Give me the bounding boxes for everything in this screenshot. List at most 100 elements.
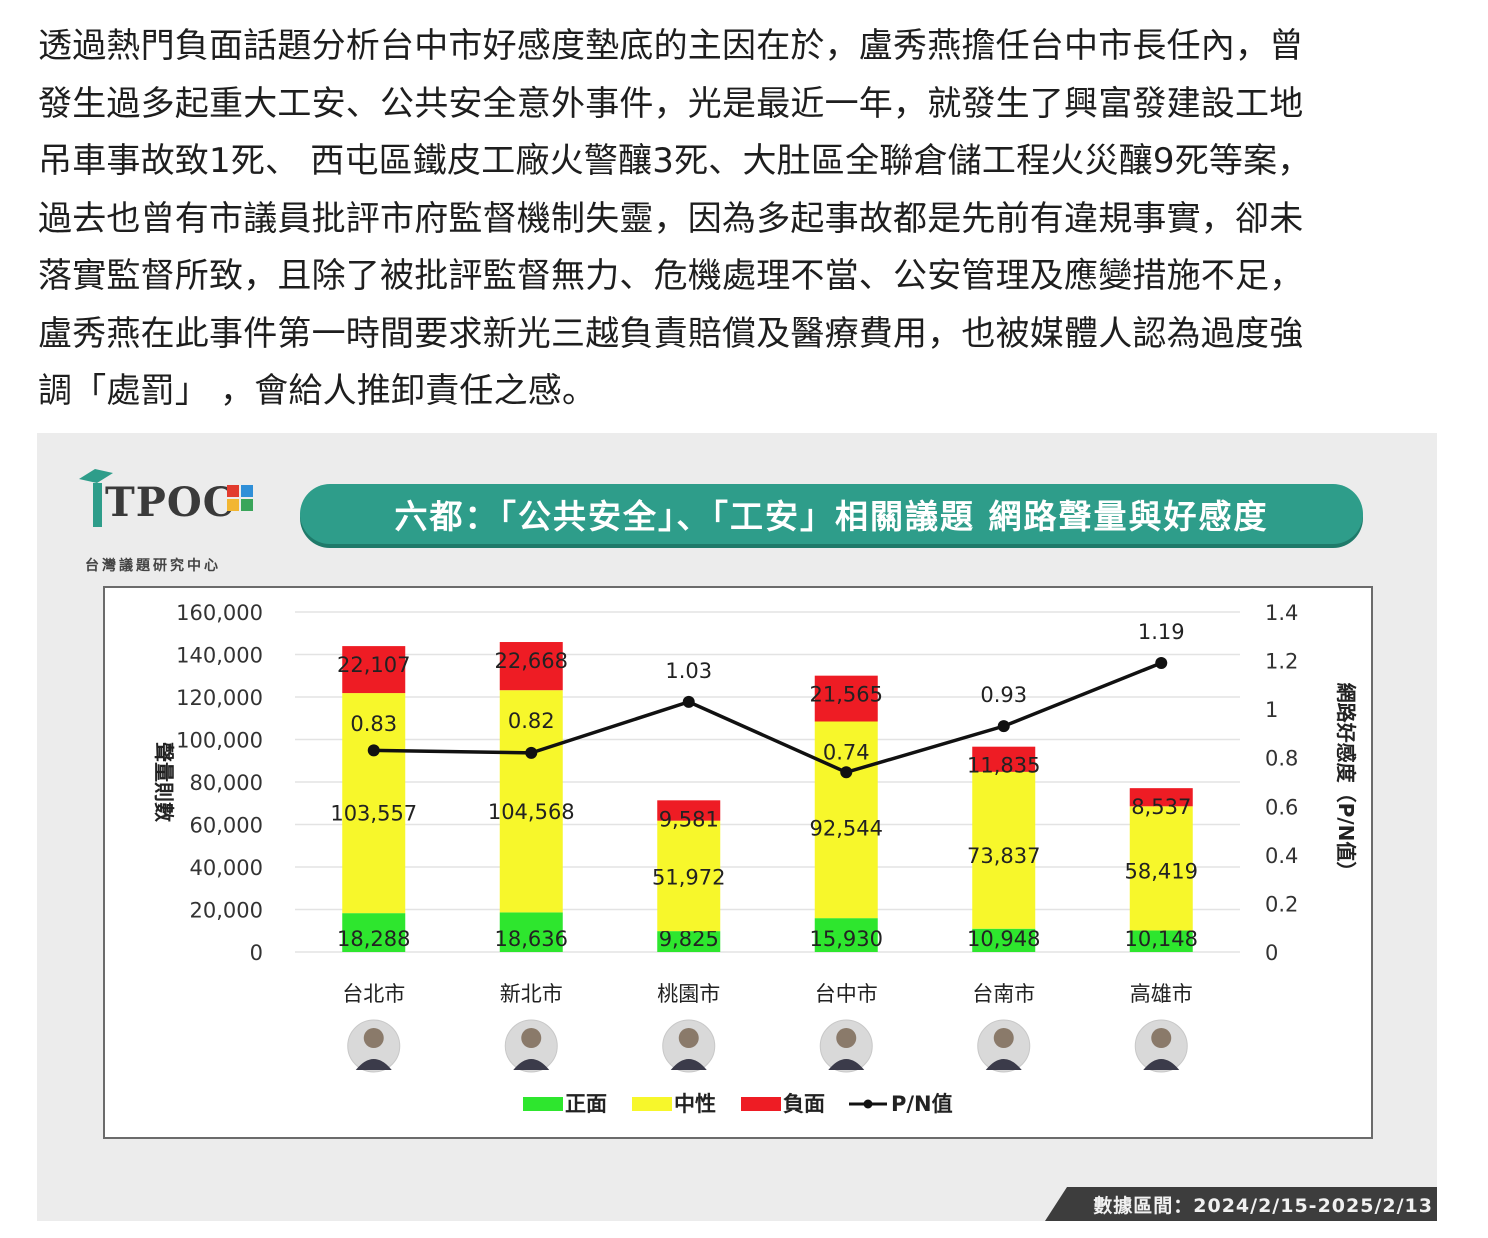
pn-point — [682, 695, 695, 708]
bar-negative — [499, 642, 563, 691]
data-label-positive: 10,948 — [967, 927, 1040, 951]
bar-neutral — [972, 771, 1036, 929]
bar-positive — [972, 928, 1036, 952]
x-tick-label: 高雄市 — [1130, 982, 1193, 1006]
y-tick-label: 40,000 — [190, 856, 263, 880]
y2-tick-label: 1 — [1265, 698, 1278, 722]
data-label-negative: 9,581 — [659, 807, 719, 831]
pn-series-line — [373, 661, 1162, 775]
article-line: 透過熱門負面話題分析台中市好感度墊底的主因在於，盧秀燕擔任台中市長任內，曾 — [38, 26, 1304, 66]
bar-negative — [814, 675, 878, 722]
tpoc-logo-mark — [79, 469, 113, 527]
legend-label: 中性 — [674, 1092, 716, 1116]
data-label-negative: 21,565 — [810, 683, 883, 707]
y2-tick-label: 1.2 — [1265, 650, 1298, 674]
avatar-shoulders — [1143, 1059, 1180, 1070]
avatar-head — [1151, 1028, 1172, 1048]
y-tick-label: 160,000 — [176, 601, 263, 625]
legend-label: 正面 — [565, 1092, 607, 1116]
data-label-negative: 8,537 — [1131, 795, 1191, 819]
avatar-head — [993, 1028, 1014, 1048]
bar-positive — [499, 912, 563, 952]
y2-tick-label: 0 — [1265, 941, 1278, 965]
bar-positive — [657, 931, 721, 952]
x-tick-label: 台北市 — [342, 982, 405, 1006]
bar-negative — [1129, 788, 1193, 807]
y-tick-label: 120,000 — [176, 686, 263, 710]
avatar-head — [678, 1028, 699, 1048]
avatar-head — [521, 1028, 542, 1048]
pn-data-label: 0.82 — [508, 709, 555, 733]
tpoc-logo: TPOC 台灣議題研究中心 — [75, 461, 265, 574]
y-tick-label: 100,000 — [176, 729, 263, 753]
data-label-positive: 18,636 — [495, 927, 568, 951]
avatar-head — [363, 1028, 384, 1048]
pn-point — [840, 766, 853, 779]
data-label-negative: 22,668 — [495, 649, 568, 673]
bar-neutral — [1129, 806, 1193, 931]
bar-negative — [972, 746, 1036, 772]
legend-swatch — [523, 1097, 563, 1111]
avatar-shoulders — [985, 1059, 1022, 1070]
pn-data-label: 0.93 — [980, 683, 1027, 707]
x-tick-label: 新北市 — [500, 982, 563, 1006]
y-tick-label: 80,000 — [190, 771, 263, 795]
data-label-neutral: 103,557 — [330, 802, 417, 826]
bar-neutral — [342, 693, 406, 914]
y-tick-label: 140,000 — [176, 644, 263, 668]
bar-positive — [342, 913, 406, 952]
legend-label: P/N值 — [891, 1092, 953, 1116]
legend-line-marker — [863, 1099, 873, 1109]
pn-data-label: 0.83 — [350, 712, 397, 736]
article-line: 調「處罰」 ，會給人推卸責任之感。 — [38, 371, 597, 411]
data-label-negative: 22,107 — [337, 653, 410, 677]
pn-data-label: 1.03 — [665, 659, 712, 683]
data-label-neutral: 73,837 — [967, 844, 1040, 868]
avatar-shoulders — [670, 1059, 707, 1070]
avatar-head — [836, 1028, 857, 1048]
logo-subtitle: 台灣議題研究中心 — [85, 558, 221, 574]
data-label-positive: 18,288 — [337, 927, 410, 951]
article-body: 透過熱門負面話題分析台中市好感度墊底的主因在於，盧秀燕擔任台中市長任內，曾 發生… — [38, 18, 1448, 421]
bar-neutral — [814, 721, 878, 919]
bar-positive — [1129, 930, 1193, 952]
pn-data-label: 1.19 — [1138, 620, 1185, 644]
chart-svg: 0 20,000 40,000 60,000 80,000 100,000 120,000 1… — [152, 601, 1358, 1116]
pn-point — [525, 746, 538, 759]
y-tick-label: 0 — [250, 941, 263, 965]
bar-positive — [814, 918, 878, 952]
data-label-positive: 15,930 — [810, 927, 883, 951]
x-tick-label: 台中市 — [815, 982, 878, 1006]
y2-tick-label: 0.8 — [1265, 747, 1298, 771]
article-line: 落實監督所致，且除了被批評監督無力、危機處理不當、公安管理及應變措施不足， — [38, 256, 1304, 296]
legend-label: 負面 — [783, 1092, 825, 1116]
article-line: 盧秀燕在此事件第一時間要求新光三越負責賠償及醫療費用，也被媒體人認為過度強 — [38, 313, 1304, 354]
avatar-shoulders — [355, 1059, 392, 1070]
y-axis-title: 聲量則數 — [152, 742, 176, 822]
pn-point — [1155, 657, 1168, 669]
bar-negative — [342, 646, 406, 694]
tpoc-logo-emblem — [227, 485, 253, 511]
data-label-neutral: 104,568 — [488, 800, 575, 824]
article-line: 發生過多起重大工安、公共安全意外事件，光是最近一年，就發生了興富發建設工地 — [38, 83, 1304, 124]
data-label-neutral: 51,972 — [652, 866, 725, 890]
article-line: 吊車事故致1死、 西屯區鐵皮工廠火警釀3死、大肚區全聯倉儲工程火災釀9死等案， — [38, 141, 1312, 181]
pn-point — [367, 744, 380, 757]
article-line: 過去也曾有市議員批評市府監督機制失靈，因為多起事故都是先前有違規事實，卻未 — [38, 198, 1304, 239]
y2-tick-label: 1.4 — [1265, 601, 1298, 625]
y2-tick-label: 0.4 — [1265, 844, 1298, 868]
data-label-neutral: 58,419 — [1125, 859, 1198, 883]
chart-title: 六都：「公共安全」、「工安」相關議題 網路聲量與好感度 — [394, 497, 1269, 536]
y-tick-label: 60,000 — [190, 814, 263, 838]
chart-figure: TPOC 台灣議題研究中心 六都：「公共安全」、「工安」相關議題 網路聲量與好感… — [37, 433, 1437, 1221]
chart-title-banner: 六都：「公共安全」、「工安」相關議題 網路聲量與好感度 — [300, 484, 1363, 544]
article-paragraph: 透過熱門負面話題分析台中市好感度墊底的主因在於，盧秀燕擔任台中市長任內，曾 發生… — [38, 18, 1448, 421]
bar-neutral — [499, 690, 563, 913]
data-label-positive: 10,148 — [1125, 927, 1198, 951]
avatar-shoulders — [513, 1059, 550, 1070]
pn-point — [997, 720, 1010, 733]
logo-text: TPOC — [105, 479, 236, 526]
y2-tick-label: 0.6 — [1265, 795, 1298, 819]
y-tick-label: 20,000 — [190, 899, 263, 923]
chart-panel: 0 20,000 40,000 60,000 80,000 100,000 120,000 1… — [103, 586, 1373, 1139]
